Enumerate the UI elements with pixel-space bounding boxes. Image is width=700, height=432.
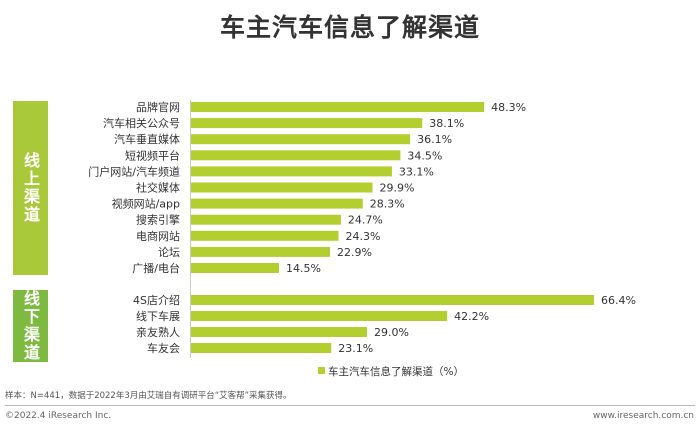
legend-label: 车主汽车信息了解渠道（%） <box>328 365 464 378</box>
bar <box>191 118 423 129</box>
category-label: 线下车展 <box>136 309 180 323</box>
sample-note: 样本：N=441，数据于2022年3月由艾瑞自有调研平台“艾客帮”采集获得。 <box>5 391 292 401</box>
bar <box>191 230 339 241</box>
data-label: 33.1% <box>399 165 434 178</box>
bar <box>191 150 401 161</box>
bar <box>191 198 363 209</box>
data-label: 28.3% <box>370 198 405 211</box>
website: www.iresearch.com.cn <box>592 411 694 421</box>
chart-title: 车主汽车信息了解渠道 <box>219 13 480 42</box>
data-label: 24.3% <box>346 230 381 243</box>
bar <box>191 246 331 257</box>
data-label: 22.9% <box>337 246 372 259</box>
bar <box>191 182 373 193</box>
data-label: 23.1% <box>338 342 373 355</box>
bar <box>191 166 392 177</box>
copyright: ©2022.4 iResearch Inc. <box>5 411 112 421</box>
category-label: 广播/电台 <box>132 261 180 275</box>
bar <box>191 263 280 273</box>
category-label: 电商网站 <box>136 229 180 243</box>
category-label: 亲友熟人 <box>136 325 180 339</box>
category-label: 门户网站/汽车频道 <box>88 164 180 178</box>
data-label: 24.7% <box>348 214 383 227</box>
data-label: 29.9% <box>379 182 414 195</box>
category-label: 视频网站/app <box>112 197 180 211</box>
category-label: 车友会 <box>147 341 180 355</box>
data-label: 34.5% <box>407 149 442 162</box>
footer-divider <box>5 405 695 406</box>
data-label: 66.4% <box>601 294 636 307</box>
data-label: 42.2% <box>454 310 489 323</box>
category-label: 短视频平台 <box>125 148 180 162</box>
category-label: 社交媒体 <box>136 181 180 195</box>
bar <box>191 102 485 112</box>
data-label: 29.0% <box>374 326 409 339</box>
bar <box>191 311 448 321</box>
bar <box>191 214 341 225</box>
group-label-online: 线上渠道 <box>13 101 48 275</box>
data-label: 38.1% <box>429 117 464 130</box>
category-label: 论坛 <box>158 245 180 259</box>
group-label-offline: 线下渠道 <box>13 290 48 362</box>
data-label: 36.1% <box>417 133 452 146</box>
category-label: 品牌官网 <box>136 100 180 114</box>
bar <box>191 327 368 337</box>
category-label: 汽车相关公众号 <box>103 116 180 130</box>
category-label: 搜索引擎 <box>136 213 180 227</box>
bar <box>191 134 411 145</box>
bar <box>191 295 595 305</box>
category-label: 4S店介绍 <box>133 293 180 307</box>
legend-swatch <box>318 367 325 374</box>
data-label: 14.5% <box>286 262 321 275</box>
data-label: 48.3% <box>491 101 526 114</box>
bar <box>191 343 332 353</box>
category-label: 汽车垂直媒体 <box>114 132 180 146</box>
